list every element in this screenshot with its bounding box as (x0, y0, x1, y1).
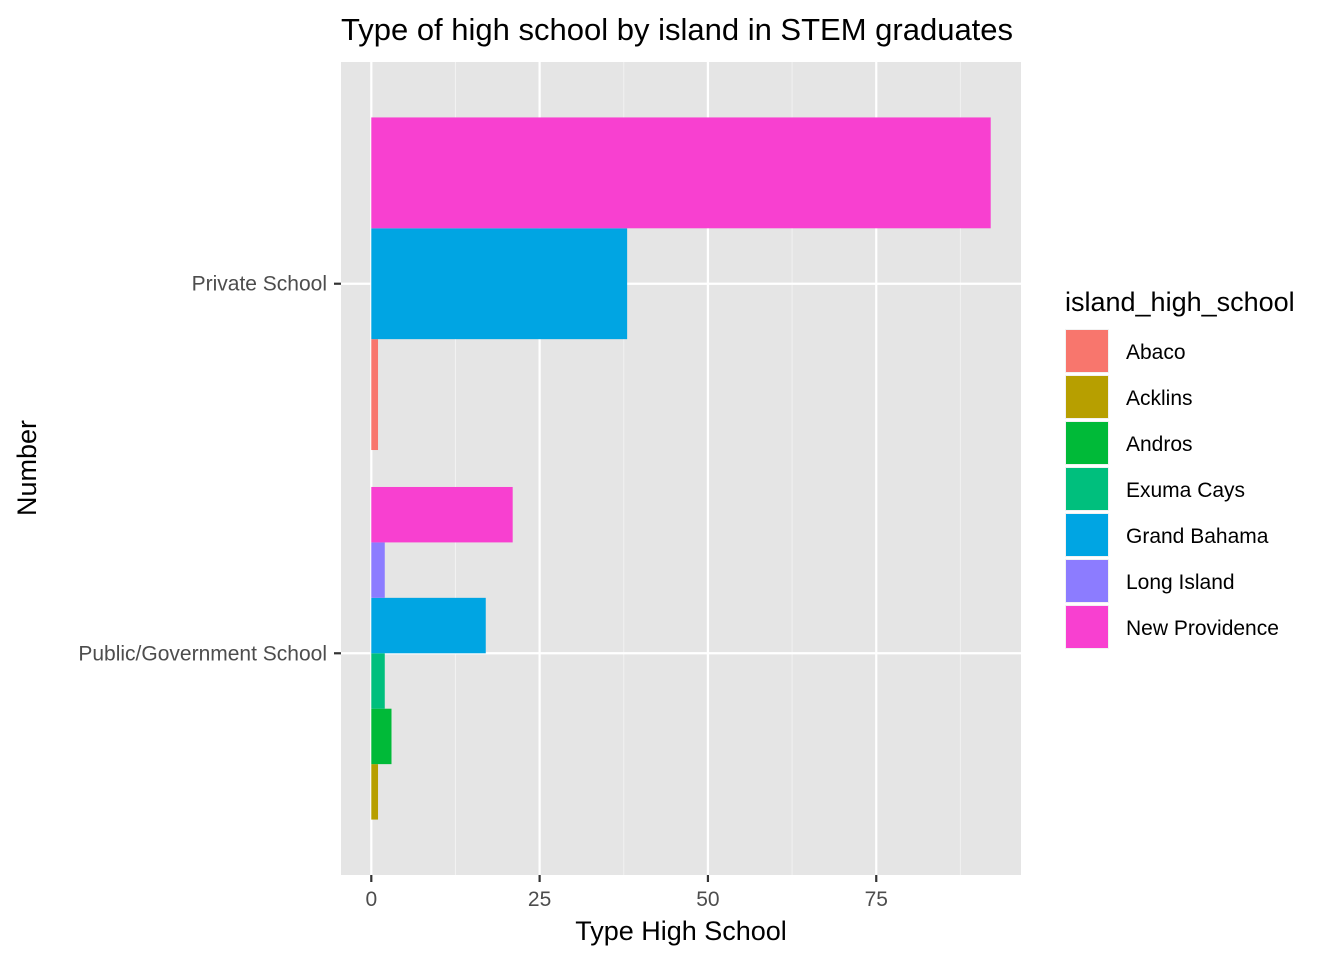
legend-swatch (1066, 468, 1108, 510)
legend-label: New Providence (1126, 617, 1279, 640)
legend-label: Long Island (1126, 571, 1235, 594)
bar-long-island-0 (371, 542, 385, 598)
legend-swatch (1066, 376, 1108, 418)
x-tick-label: 75 (865, 888, 888, 911)
legend-title: island_high_school (1065, 287, 1295, 317)
chart-title: Type of high school by island in STEM gr… (341, 12, 1013, 47)
legend-swatch (1066, 422, 1108, 464)
legend-swatch (1066, 560, 1108, 602)
legend: island_high_school Abaco Acklins Andros Exu… (1065, 287, 1295, 649)
bar-new-providence-1 (371, 117, 991, 229)
y-axis: Public/Government School Private School (78, 273, 341, 665)
x-tick-label: 50 (696, 888, 719, 911)
bar-grand-bahama-1 (371, 228, 628, 340)
legend-label: Grand Bahama (1126, 525, 1269, 548)
x-axis-title: Type High School (575, 916, 787, 946)
bar-andros-0 (371, 708, 392, 765)
legend-label: Abaco (1126, 341, 1186, 364)
legend-label: Exuma Cays (1126, 479, 1245, 502)
bar-acklins-0 (371, 764, 379, 820)
x-tick-label: 0 (365, 888, 377, 911)
legend-label: Acklins (1126, 387, 1193, 410)
bar-exuma-cays-0 (371, 653, 385, 709)
bar-grand-bahama-0 (371, 597, 486, 654)
x-axis: 0 25 50 75 (365, 875, 888, 911)
bar-new-providence-0 (371, 486, 513, 543)
bar-abaco-1 (371, 339, 379, 451)
legend-swatch (1066, 330, 1108, 372)
x-tick-label: 25 (528, 888, 551, 911)
legend-swatch (1066, 514, 1108, 556)
legend-label: Andros (1126, 433, 1193, 456)
bars (371, 117, 991, 820)
y-tick-label: Private School (192, 273, 327, 296)
y-tick-label: Public/Government School (78, 642, 327, 665)
y-axis-title: Number (12, 420, 42, 516)
legend-swatch (1066, 606, 1108, 648)
